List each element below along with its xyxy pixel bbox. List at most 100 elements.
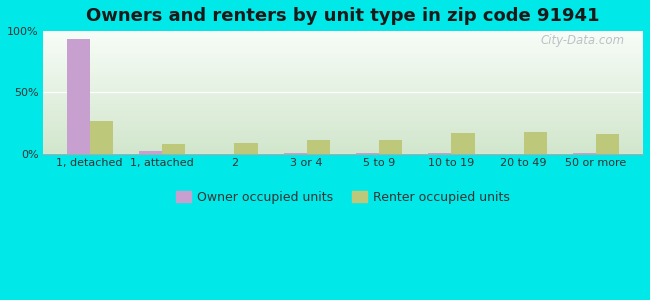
Bar xyxy=(43,48,643,49)
Bar xyxy=(43,151,643,152)
Bar xyxy=(43,60,643,61)
Bar xyxy=(43,40,643,41)
Bar xyxy=(43,124,643,125)
Bar xyxy=(90,121,113,154)
Bar xyxy=(43,69,643,70)
Bar xyxy=(43,111,643,112)
Bar xyxy=(43,61,643,62)
Bar xyxy=(43,50,643,51)
Bar xyxy=(43,130,643,131)
Bar xyxy=(43,118,643,119)
Bar xyxy=(43,128,643,129)
Bar xyxy=(43,92,643,93)
Bar xyxy=(43,152,643,153)
Bar xyxy=(43,63,643,64)
Bar xyxy=(43,135,643,136)
Bar xyxy=(43,122,643,123)
Bar xyxy=(43,149,643,150)
Bar xyxy=(43,46,643,47)
Bar xyxy=(43,68,643,69)
Bar xyxy=(43,65,643,66)
Bar xyxy=(43,72,643,73)
Bar xyxy=(43,97,643,98)
Bar xyxy=(43,80,643,81)
Bar xyxy=(43,142,643,143)
Bar xyxy=(43,31,643,32)
Bar xyxy=(43,150,643,151)
Bar xyxy=(43,147,643,148)
Bar xyxy=(43,119,643,120)
Bar xyxy=(43,32,643,33)
Bar xyxy=(43,89,643,90)
Bar xyxy=(43,99,643,100)
Bar xyxy=(43,121,643,122)
Bar xyxy=(307,140,330,154)
Bar xyxy=(43,98,643,99)
Bar xyxy=(43,83,643,84)
Bar xyxy=(43,140,643,141)
Bar xyxy=(43,55,643,56)
Bar xyxy=(43,52,643,53)
Bar xyxy=(43,115,643,116)
Bar xyxy=(43,90,643,91)
Bar xyxy=(43,103,643,104)
Bar xyxy=(428,153,451,154)
Bar xyxy=(43,76,643,77)
Bar xyxy=(43,33,643,34)
Bar xyxy=(43,58,643,59)
Bar xyxy=(43,40,643,41)
Bar xyxy=(43,70,643,71)
Bar xyxy=(43,101,643,102)
Bar xyxy=(43,75,643,76)
Bar xyxy=(283,153,307,154)
Bar xyxy=(43,64,643,65)
Bar xyxy=(43,88,643,89)
Bar xyxy=(43,45,643,46)
Bar xyxy=(43,73,643,74)
Bar xyxy=(43,120,643,121)
Bar xyxy=(451,133,474,154)
Bar xyxy=(43,148,643,149)
Bar xyxy=(43,38,643,39)
Bar xyxy=(43,86,643,87)
Bar xyxy=(43,116,643,117)
Bar xyxy=(43,85,643,86)
Bar xyxy=(43,62,643,63)
Bar xyxy=(43,54,643,55)
Bar xyxy=(43,36,643,37)
Bar xyxy=(43,136,643,137)
Bar xyxy=(43,153,643,154)
Bar xyxy=(43,102,643,103)
Bar xyxy=(43,114,643,115)
Bar xyxy=(43,132,643,133)
Bar xyxy=(43,43,643,44)
Bar xyxy=(43,131,643,132)
Bar xyxy=(43,84,643,85)
Title: Owners and renters by unit type in zip code 91941: Owners and renters by unit type in zip c… xyxy=(86,7,600,25)
Bar xyxy=(66,39,90,154)
Bar xyxy=(596,134,619,154)
Bar xyxy=(162,144,185,154)
Bar xyxy=(43,49,643,50)
Bar xyxy=(43,106,643,107)
Bar xyxy=(573,153,596,154)
Bar xyxy=(139,151,162,154)
Bar xyxy=(43,126,643,127)
Bar xyxy=(43,87,643,88)
Bar xyxy=(43,77,643,78)
Bar xyxy=(43,51,643,52)
Bar xyxy=(43,53,643,54)
Bar xyxy=(43,78,643,79)
Bar xyxy=(43,107,643,108)
Bar xyxy=(43,61,643,62)
Bar xyxy=(43,34,643,35)
Bar xyxy=(43,117,643,118)
Bar xyxy=(43,129,643,130)
Bar xyxy=(43,66,643,67)
Bar xyxy=(43,110,643,111)
Bar xyxy=(43,146,643,147)
Bar xyxy=(43,93,643,94)
Bar xyxy=(43,127,643,128)
Bar xyxy=(43,108,643,109)
Bar xyxy=(43,82,643,83)
